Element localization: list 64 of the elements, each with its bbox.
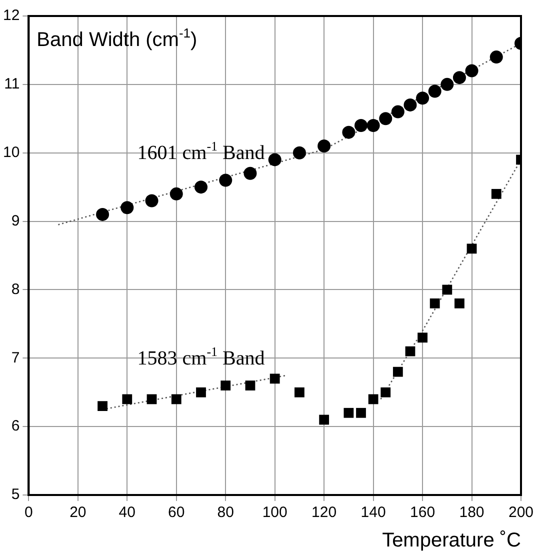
point bbox=[220, 380, 231, 390]
point bbox=[404, 98, 417, 112]
y-tick-label: 8 bbox=[11, 280, 20, 298]
point bbox=[146, 394, 157, 404]
point bbox=[391, 105, 404, 118]
y-tick-label: 11 bbox=[4, 76, 20, 93]
point bbox=[98, 401, 108, 411]
x-tick-label: 160 bbox=[410, 504, 436, 522]
point bbox=[245, 380, 256, 390]
point bbox=[145, 194, 158, 208]
point bbox=[120, 201, 134, 214]
point bbox=[368, 394, 378, 404]
x-axis-title: Temperature ˚C bbox=[382, 530, 521, 552]
point bbox=[416, 92, 430, 105]
x-tick-label: 120 bbox=[312, 504, 337, 522]
point bbox=[171, 394, 182, 404]
y-tick-label: 12 bbox=[2, 7, 20, 24]
point bbox=[318, 140, 331, 153]
y-tick-label: 5 bbox=[11, 486, 20, 504]
x-tick-label: 20 bbox=[70, 504, 86, 522]
point bbox=[491, 188, 502, 199]
point bbox=[354, 118, 368, 132]
point bbox=[170, 187, 183, 200]
point bbox=[392, 366, 403, 377]
point bbox=[292, 146, 306, 160]
point bbox=[270, 374, 280, 384]
point bbox=[219, 174, 232, 187]
point bbox=[319, 414, 330, 425]
point bbox=[356, 408, 366, 418]
point bbox=[122, 394, 132, 404]
x-tick-label: 140 bbox=[360, 504, 386, 522]
point bbox=[428, 84, 442, 98]
x-tick-label: 60 bbox=[168, 504, 185, 522]
point bbox=[430, 298, 440, 308]
point bbox=[344, 408, 354, 418]
point bbox=[194, 180, 208, 194]
point bbox=[96, 208, 110, 221]
y-tick-label: 10 bbox=[2, 144, 20, 161]
point bbox=[454, 298, 464, 308]
x-tick-label: 180 bbox=[459, 504, 484, 522]
x-tick-label: 80 bbox=[217, 504, 234, 522]
y-tick-label: 9 bbox=[11, 212, 20, 230]
point bbox=[268, 153, 282, 166]
point bbox=[379, 112, 392, 126]
point bbox=[440, 78, 454, 91]
y-tick-label: 7 bbox=[11, 349, 20, 366]
point bbox=[452, 71, 466, 84]
x-tick-label: 40 bbox=[118, 504, 136, 522]
point bbox=[405, 346, 416, 356]
point bbox=[490, 50, 503, 64]
x-tick-label: 100 bbox=[262, 504, 288, 522]
x-tick-label: 200 bbox=[508, 504, 534, 522]
point bbox=[196, 387, 206, 398]
point bbox=[466, 244, 477, 254]
point bbox=[442, 284, 452, 295]
point bbox=[366, 118, 380, 132]
point bbox=[380, 387, 391, 398]
point bbox=[418, 332, 428, 343]
point bbox=[465, 64, 478, 78]
x-tick-label: 0 bbox=[24, 504, 33, 522]
point bbox=[342, 126, 356, 139]
y-tick-label: 6 bbox=[11, 418, 20, 435]
point bbox=[244, 166, 257, 180]
point bbox=[294, 387, 304, 398]
